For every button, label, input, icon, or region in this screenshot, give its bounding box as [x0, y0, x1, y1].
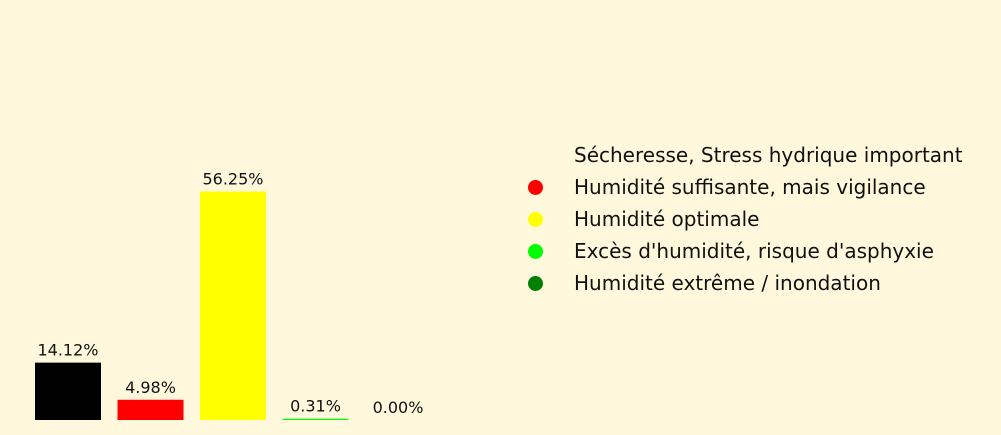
legend-item: Sécheresse, Stress hydrique important	[528, 139, 998, 171]
legend-label: Sécheresse, Stress hydrique important	[574, 143, 963, 167]
bar-label-1: 4.98%	[125, 378, 176, 397]
legend-marker-icon	[528, 148, 543, 163]
legend-label: Humidité extrême / inondation	[574, 271, 881, 295]
legend: Sécheresse, Stress hydrique important Hum…	[528, 139, 998, 299]
bar-label-4: 0.00%	[373, 398, 424, 417]
legend-item: Humidité suffisante, mais vigilance	[528, 171, 998, 203]
legend-marker-icon	[528, 211, 543, 227]
legend-item: Humidité optimale	[528, 203, 998, 235]
bar-2	[200, 191, 266, 420]
legend-marker-icon	[528, 179, 543, 195]
legend-label: Humidité optimale	[574, 207, 760, 231]
legend-label: Humidité suffisante, mais vigilance	[574, 175, 926, 199]
legend-item: Excès d'humidité, risque d'asphyxie	[528, 235, 998, 267]
bar-0	[35, 362, 101, 420]
legend-label: Excès d'humidité, risque d'asphyxie	[574, 239, 934, 263]
bar-3	[282, 418, 349, 420]
legend-marker-icon	[528, 243, 543, 259]
bar-label-3: 0.31%	[290, 397, 341, 416]
legend-marker-icon	[528, 275, 543, 291]
legend-item: Humidité extrême / inondation	[528, 267, 998, 299]
bar-label-2: 56.25%	[202, 170, 263, 189]
bar-1	[117, 399, 184, 420]
bar-label-0: 14.12%	[37, 341, 98, 360]
